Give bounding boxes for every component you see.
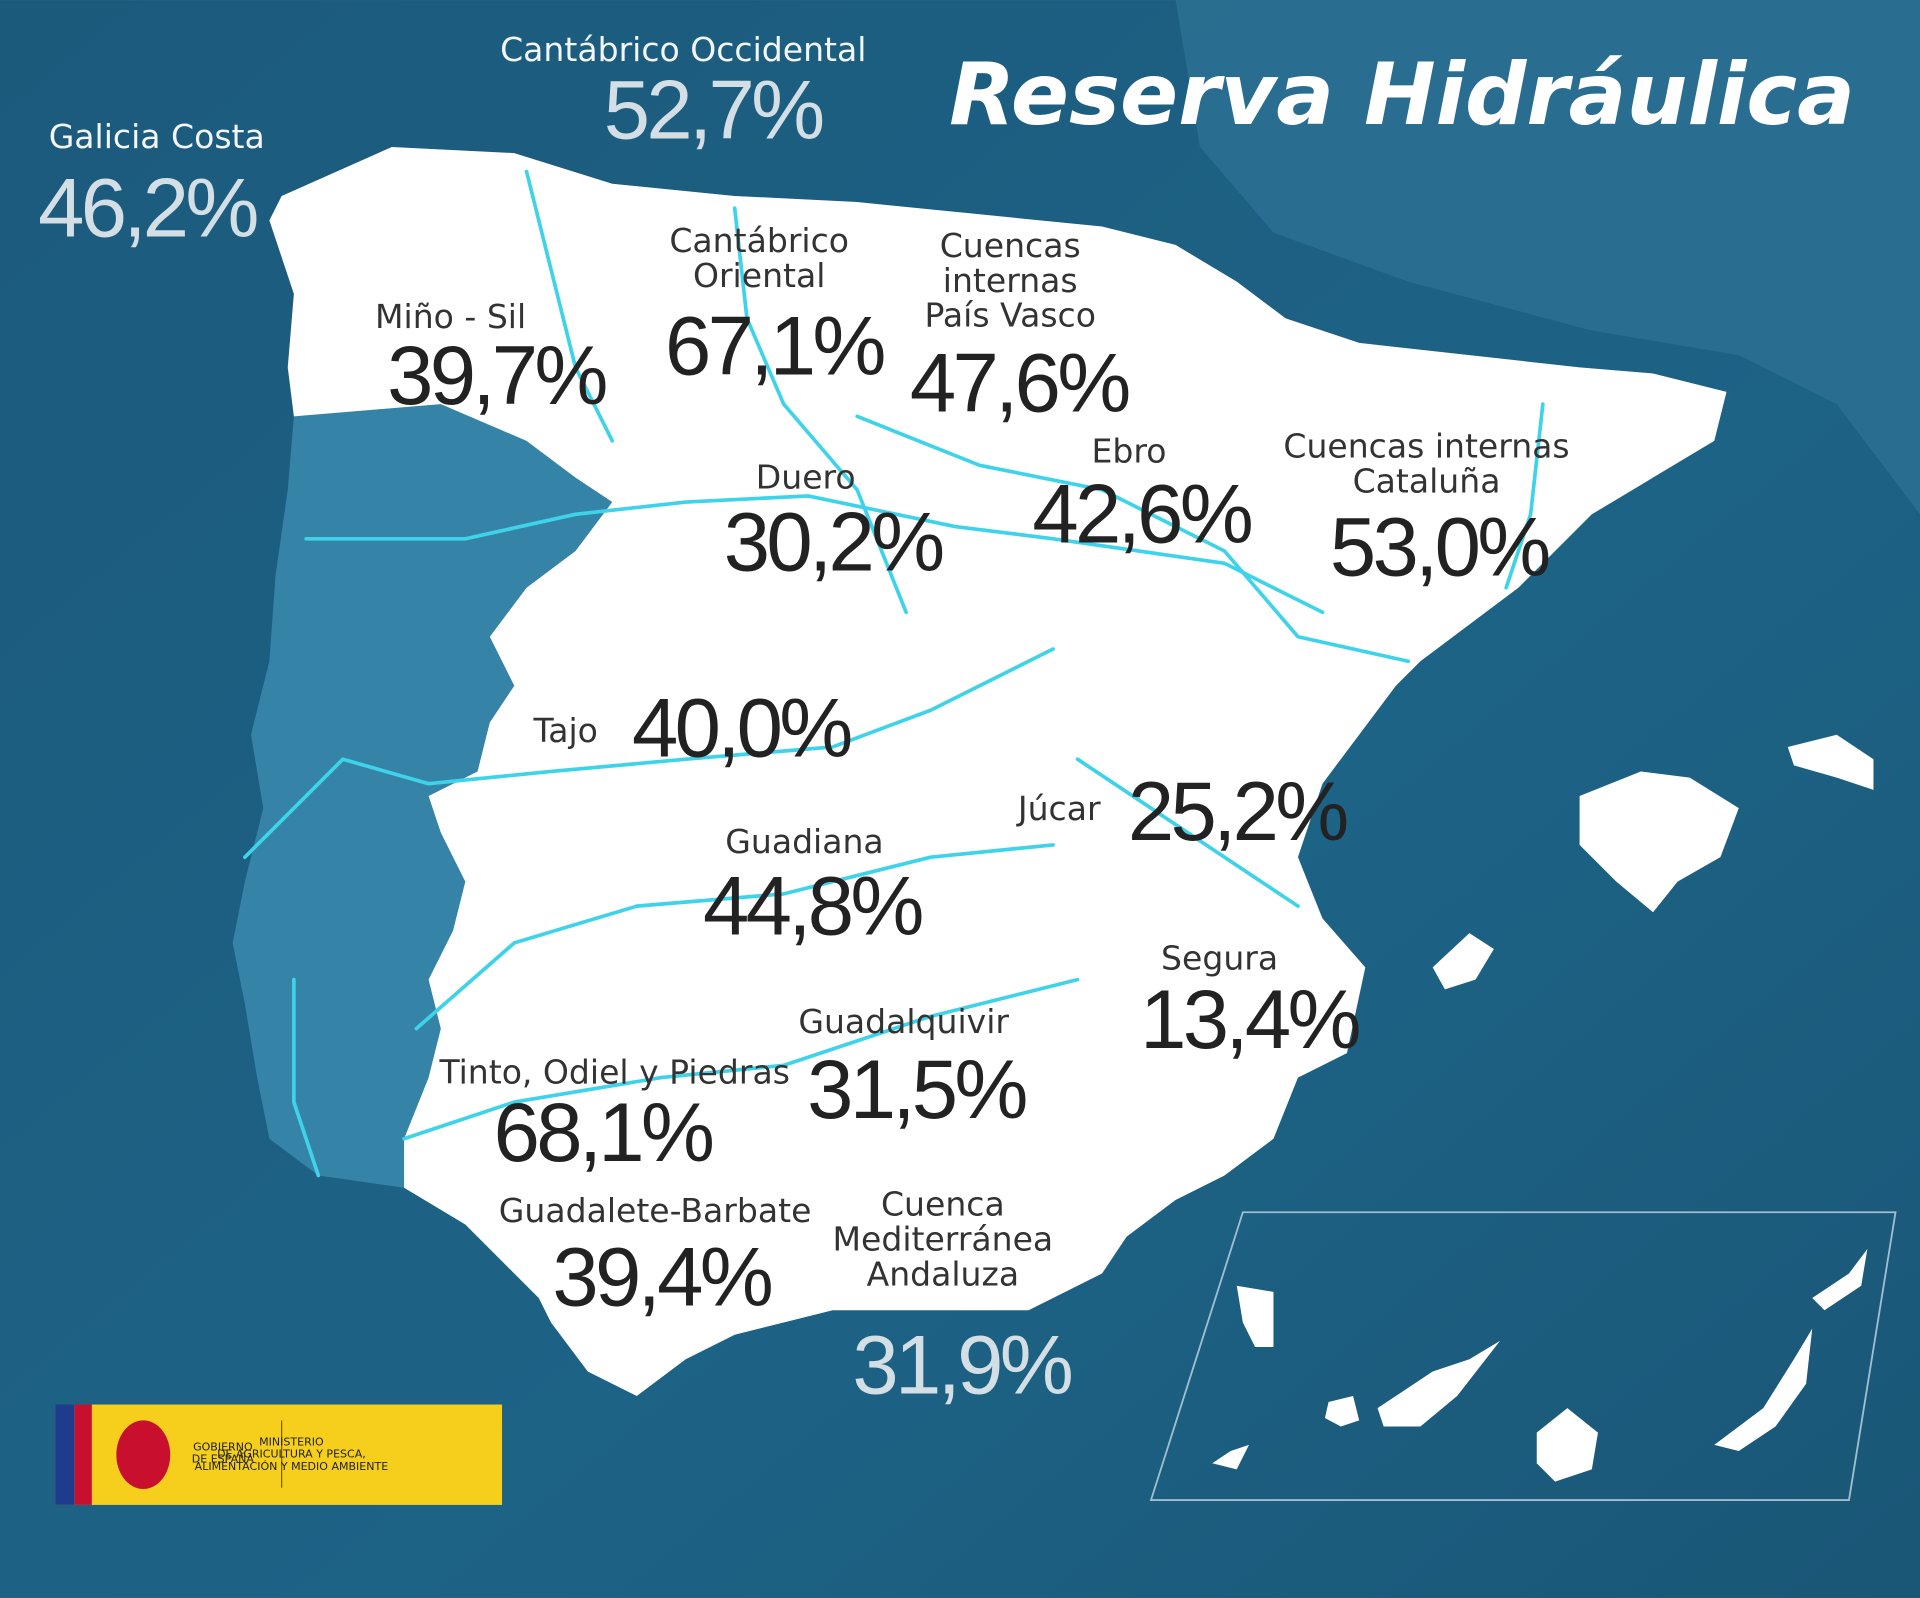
rivers (243, 169, 1545, 1178)
coat-of-arms (116, 1420, 171, 1489)
river (402, 977, 1080, 1141)
france (1175, 0, 1920, 515)
basin-value: 47,6% (910, 336, 1129, 429)
canary-box (1149, 1211, 1897, 1501)
eu-flag (55, 1404, 75, 1505)
basin-value: 53,0% (1330, 500, 1549, 593)
menorca (1787, 734, 1874, 790)
gran-canaria (1536, 1408, 1598, 1482)
river (1075, 757, 1300, 908)
basin-value: 13,4% (1140, 973, 1359, 1066)
basin-value: 30,2% (724, 496, 943, 589)
flag-stripe (74, 1404, 92, 1505)
basin-name: Cuenca (881, 1185, 1005, 1224)
basin-name: Júcar (1016, 789, 1101, 828)
basin-name: Miño - Sil (375, 297, 526, 336)
basin-name: Galicia Costa (49, 117, 265, 156)
basin-name: Cantábrico (669, 221, 849, 260)
tenerife (1377, 1340, 1500, 1427)
river (304, 494, 1325, 615)
basin-name: País Vasco (924, 296, 1096, 335)
basin-value: 31,5% (807, 1043, 1026, 1136)
basin-name: Segura (1161, 939, 1278, 978)
basin-name: Guadiana (725, 822, 883, 861)
river (524, 169, 615, 443)
logo-text: DE ESPAÑA (192, 1453, 255, 1466)
river (1504, 402, 1545, 590)
river (732, 206, 908, 615)
basin-value: 44,8% (703, 859, 922, 952)
logo-text: GOBIERNO (193, 1440, 253, 1453)
logo-text: MINISTERIO (259, 1435, 324, 1448)
basin-value: 42,6% (1032, 467, 1251, 560)
basin-value: 25,2% (1128, 765, 1347, 858)
basin-name: Mediterránea (833, 1220, 1054, 1259)
basin-value: 67,1% (665, 300, 884, 393)
ibiza (1432, 933, 1494, 990)
basin-value: 39,7% (387, 329, 606, 422)
river (414, 843, 1055, 1031)
basin-name: Ebro (1092, 432, 1167, 471)
la-gomera (1324, 1395, 1360, 1427)
basin-name: Cuencas (940, 226, 1081, 265)
river (855, 414, 1410, 664)
el-hierro (1212, 1444, 1249, 1470)
basin-name: Tinto, Odiel y Piedras (438, 1052, 789, 1091)
basin-name: Cantábrico Occidental (500, 30, 866, 69)
portugal (232, 404, 613, 1188)
basin-name: internas (943, 261, 1078, 300)
basin-name: Duero (756, 457, 856, 496)
basin-value: 31,9% (852, 1318, 1071, 1411)
title: Reserva Hidráulica (949, 45, 1855, 145)
logo-text: ALIMENTACIÓN Y MEDIO AMBIENTE (195, 1460, 389, 1473)
basin-name: Andaluza (867, 1254, 1020, 1293)
logo-text: DE AGRICULTURA Y PESCA, (217, 1448, 366, 1461)
basin-value: 39,4% (552, 1230, 771, 1323)
basin-name: Oriental (693, 256, 825, 295)
basin-value: 68,1% (494, 1086, 713, 1179)
la-palma (1236, 1285, 1274, 1347)
logo (55, 1404, 503, 1505)
islands (1212, 734, 1874, 1482)
basin-value: 46,2% (38, 161, 257, 254)
mallorca (1579, 771, 1739, 913)
lanzarote (1812, 1249, 1868, 1311)
basin-value: 40,0% (632, 682, 851, 775)
basin-name: Tajo (533, 711, 598, 750)
basin-value: 52,7% (604, 63, 823, 156)
basin-name: Guadalete-Barbate (499, 1191, 812, 1230)
fuerteventura (1714, 1328, 1813, 1452)
river (292, 977, 321, 1178)
basin-name: Guadalquivir (798, 1002, 1009, 1041)
river (243, 647, 1055, 859)
basin-name: Cataluña (1353, 462, 1501, 501)
basin-name: Cuencas internas (1283, 427, 1569, 466)
